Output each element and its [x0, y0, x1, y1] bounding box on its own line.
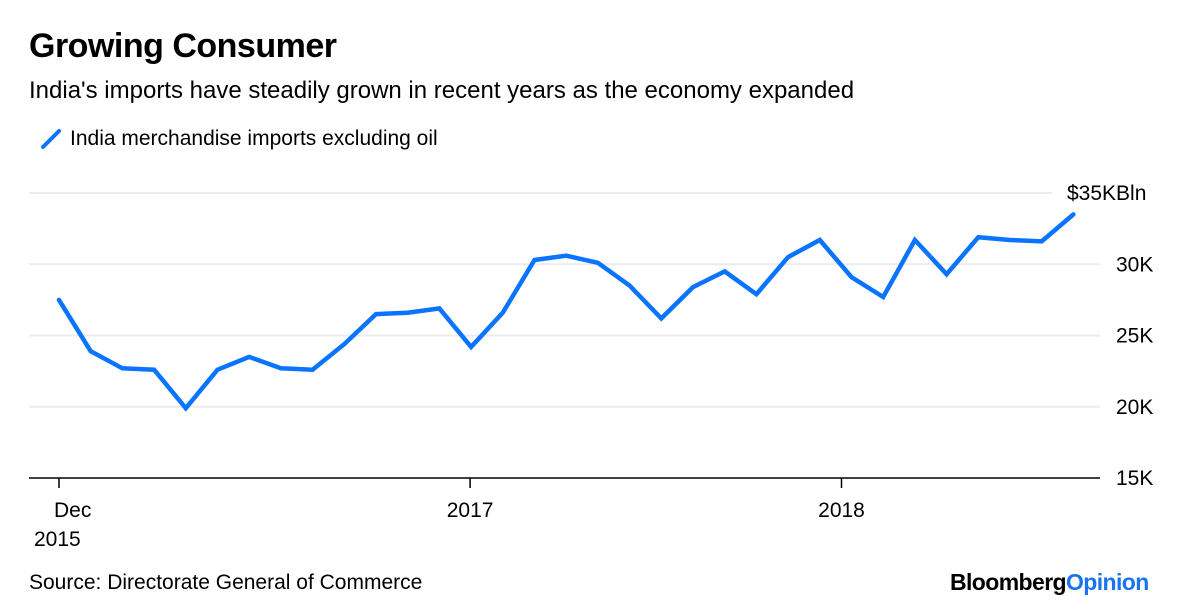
- y-tick-label: 25K: [1116, 325, 1153, 348]
- series-group: [56, 212, 1076, 412]
- legend: India merchandise imports excluding oil: [40, 127, 438, 151]
- gridlines: [29, 192, 1100, 408]
- x-tick-label-year: 2015: [34, 528, 81, 551]
- y-tick-label: $35KBln: [1067, 182, 1146, 205]
- legend-line-icon: [41, 129, 61, 149]
- chart-title: Growing Consumer: [29, 27, 337, 65]
- brand-logo: BloombergOpinion: [950, 569, 1149, 596]
- x-tick-label: 2017: [447, 499, 494, 522]
- series-line: [56, 212, 1076, 412]
- chart-subtitle: India's imports have steadily grown in r…: [29, 77, 855, 104]
- y-tick-label: 15K: [1116, 467, 1153, 490]
- brand-secondary: Opinion: [1066, 569, 1149, 595]
- y-tick-label: 30K: [1116, 253, 1153, 276]
- y-tick-label: 20K: [1116, 396, 1153, 419]
- y-axis-labels: $35KBln 30K 25K 20K 15K: [1067, 182, 1153, 490]
- legend-label: India merchandise imports excluding oil: [70, 127, 438, 150]
- brand-primary: Bloomberg: [950, 569, 1067, 595]
- x-tick-label: Dec: [54, 499, 91, 522]
- x-tick-label: 2018: [818, 499, 865, 522]
- x-axis-labels: Dec 2015 2017 2018: [34, 499, 865, 551]
- source-note: Source: Directorate General of Commerce: [29, 571, 423, 594]
- x-axis: [29, 477, 1100, 488]
